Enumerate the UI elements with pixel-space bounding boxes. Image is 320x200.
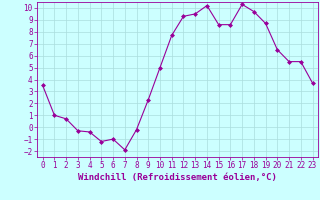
X-axis label: Windchill (Refroidissement éolien,°C): Windchill (Refroidissement éolien,°C) [78,173,277,182]
